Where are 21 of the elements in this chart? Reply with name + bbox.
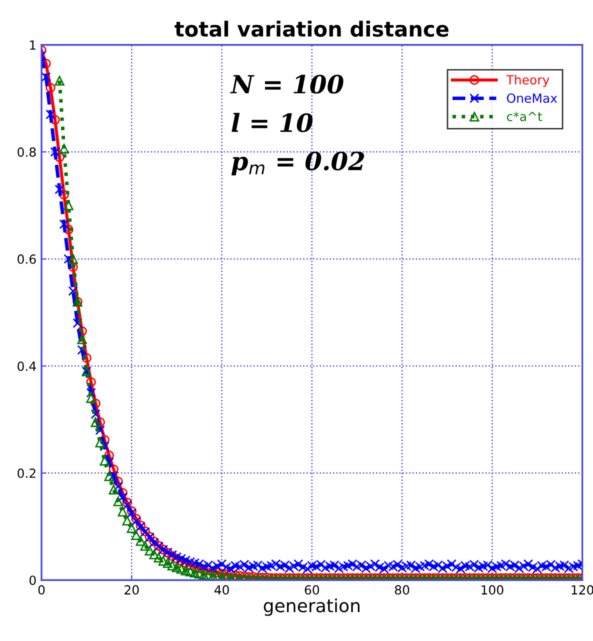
annotation: l = 10 xyxy=(232,112,313,132)
y-tick-label: 0.6 xyxy=(18,254,36,264)
chart-title: total variation distance xyxy=(174,20,448,37)
x-tick-label: 20 xyxy=(124,585,139,595)
legend-label: Theory xyxy=(506,74,550,87)
x-axis-title: generation xyxy=(264,598,360,616)
legend-label: OneMax xyxy=(506,93,558,103)
x-tick-label: 100 xyxy=(482,585,504,595)
legend-label: c*a^t xyxy=(506,112,542,122)
y-tick-label: 0 xyxy=(30,576,36,586)
y-tick-label: 1 xyxy=(30,40,36,50)
annotation: N = 100 xyxy=(230,74,344,94)
y-tick-label: 0.2 xyxy=(18,468,36,478)
y-tick-label: 0.8 xyxy=(18,147,36,157)
x-tick-label: 60 xyxy=(304,585,320,595)
x-tick-label: 80 xyxy=(394,585,410,595)
y-tick-label: 0.4 xyxy=(18,361,36,371)
x-tick-label: 120 xyxy=(572,585,593,595)
annotation: p$_{m}$ = 0.02 xyxy=(231,152,364,176)
x-tick-label: 40 xyxy=(214,585,229,595)
x-tick-label: 0 xyxy=(38,585,45,595)
